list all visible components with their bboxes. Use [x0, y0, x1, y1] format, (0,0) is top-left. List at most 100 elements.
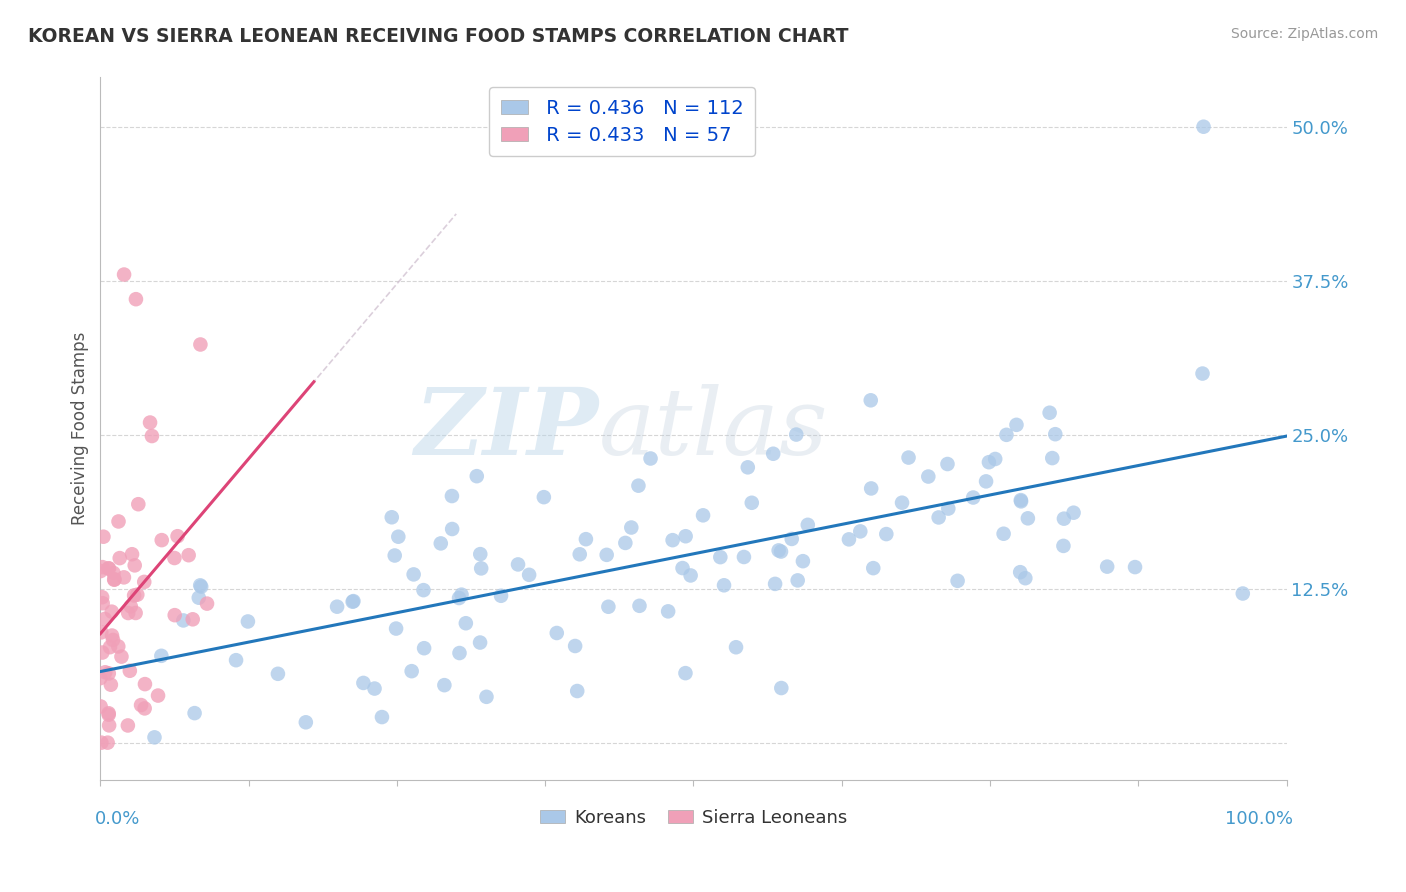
- Point: [112, 570, 135, 584]
- Point: [97, 561, 120, 575]
- Legend: Koreans, Sierra Leoneans: Koreans, Sierra Leoneans: [533, 801, 855, 834]
- Point: [387, 530, 409, 544]
- Point: [724, 640, 747, 655]
- Point: [1005, 417, 1028, 432]
- Point: [352, 676, 374, 690]
- Point: [449, 646, 471, 660]
- Y-axis label: Receiving Food Stamps: Receiving Food Stamps: [72, 332, 89, 525]
- Point: [671, 561, 693, 575]
- Point: [143, 731, 166, 745]
- Point: [108, 551, 131, 566]
- Point: [187, 591, 209, 605]
- Point: [675, 529, 697, 543]
- Point: [1010, 565, 1032, 579]
- Point: [127, 588, 149, 602]
- Point: [860, 482, 883, 496]
- Point: [129, 698, 152, 712]
- Point: [91, 596, 114, 610]
- Point: [433, 678, 456, 692]
- Point: [962, 491, 984, 505]
- Point: [124, 606, 146, 620]
- Point: [946, 574, 969, 588]
- Point: [713, 578, 735, 592]
- Point: [993, 526, 1015, 541]
- Point: [1040, 451, 1063, 466]
- Text: 100.0%: 100.0%: [1225, 811, 1292, 829]
- Point: [470, 547, 492, 561]
- Point: [150, 648, 173, 663]
- Point: [1014, 571, 1036, 585]
- Point: [1045, 427, 1067, 442]
- Point: [849, 524, 872, 539]
- Point: [188, 578, 211, 592]
- Point: [441, 522, 464, 536]
- Point: [183, 706, 205, 720]
- Point: [1095, 559, 1118, 574]
- Point: [94, 665, 117, 680]
- Point: [447, 591, 470, 605]
- Point: [470, 561, 492, 575]
- Point: [107, 640, 129, 654]
- Point: [89, 671, 111, 685]
- Point: [737, 460, 759, 475]
- Point: [124, 558, 146, 573]
- Point: [595, 548, 617, 562]
- Point: [172, 614, 194, 628]
- Point: [127, 497, 149, 511]
- Point: [692, 508, 714, 523]
- Point: [190, 337, 212, 351]
- Point: [780, 532, 803, 546]
- Point: [112, 268, 135, 282]
- Point: [792, 554, 814, 568]
- Point: [440, 489, 463, 503]
- Point: [91, 646, 114, 660]
- Point: [917, 469, 939, 483]
- Point: [1052, 539, 1074, 553]
- Point: [628, 599, 651, 613]
- Point: [100, 678, 122, 692]
- Point: [98, 718, 121, 732]
- Point: [468, 635, 491, 649]
- Point: [117, 606, 139, 620]
- Point: [385, 622, 408, 636]
- Text: 0.0%: 0.0%: [94, 811, 139, 829]
- Point: [122, 589, 145, 603]
- Point: [100, 605, 122, 619]
- Point: [770, 681, 793, 695]
- Point: [181, 612, 204, 626]
- Point: [1191, 367, 1213, 381]
- Point: [627, 478, 650, 492]
- Point: [859, 393, 882, 408]
- Point: [763, 577, 786, 591]
- Point: [450, 588, 472, 602]
- Point: [936, 457, 959, 471]
- Point: [90, 736, 112, 750]
- Point: [517, 567, 540, 582]
- Point: [236, 615, 259, 629]
- Point: [984, 452, 1007, 467]
- Point: [97, 707, 120, 722]
- Point: [120, 599, 142, 614]
- Point: [1063, 506, 1085, 520]
- Point: [93, 530, 115, 544]
- Point: [568, 547, 591, 561]
- Point: [1123, 560, 1146, 574]
- Text: Source: ZipAtlas.com: Source: ZipAtlas.com: [1230, 27, 1378, 41]
- Point: [166, 529, 188, 543]
- Point: [98, 640, 121, 655]
- Point: [897, 450, 920, 465]
- Point: [118, 664, 141, 678]
- Point: [533, 490, 555, 504]
- Point: [762, 447, 785, 461]
- Point: [97, 706, 120, 721]
- Point: [936, 501, 959, 516]
- Point: [103, 572, 125, 586]
- Point: [412, 583, 434, 598]
- Point: [342, 594, 364, 608]
- Point: [709, 550, 731, 565]
- Point: [110, 649, 132, 664]
- Point: [769, 544, 792, 558]
- Point: [121, 547, 143, 561]
- Point: [134, 701, 156, 715]
- Point: [295, 715, 318, 730]
